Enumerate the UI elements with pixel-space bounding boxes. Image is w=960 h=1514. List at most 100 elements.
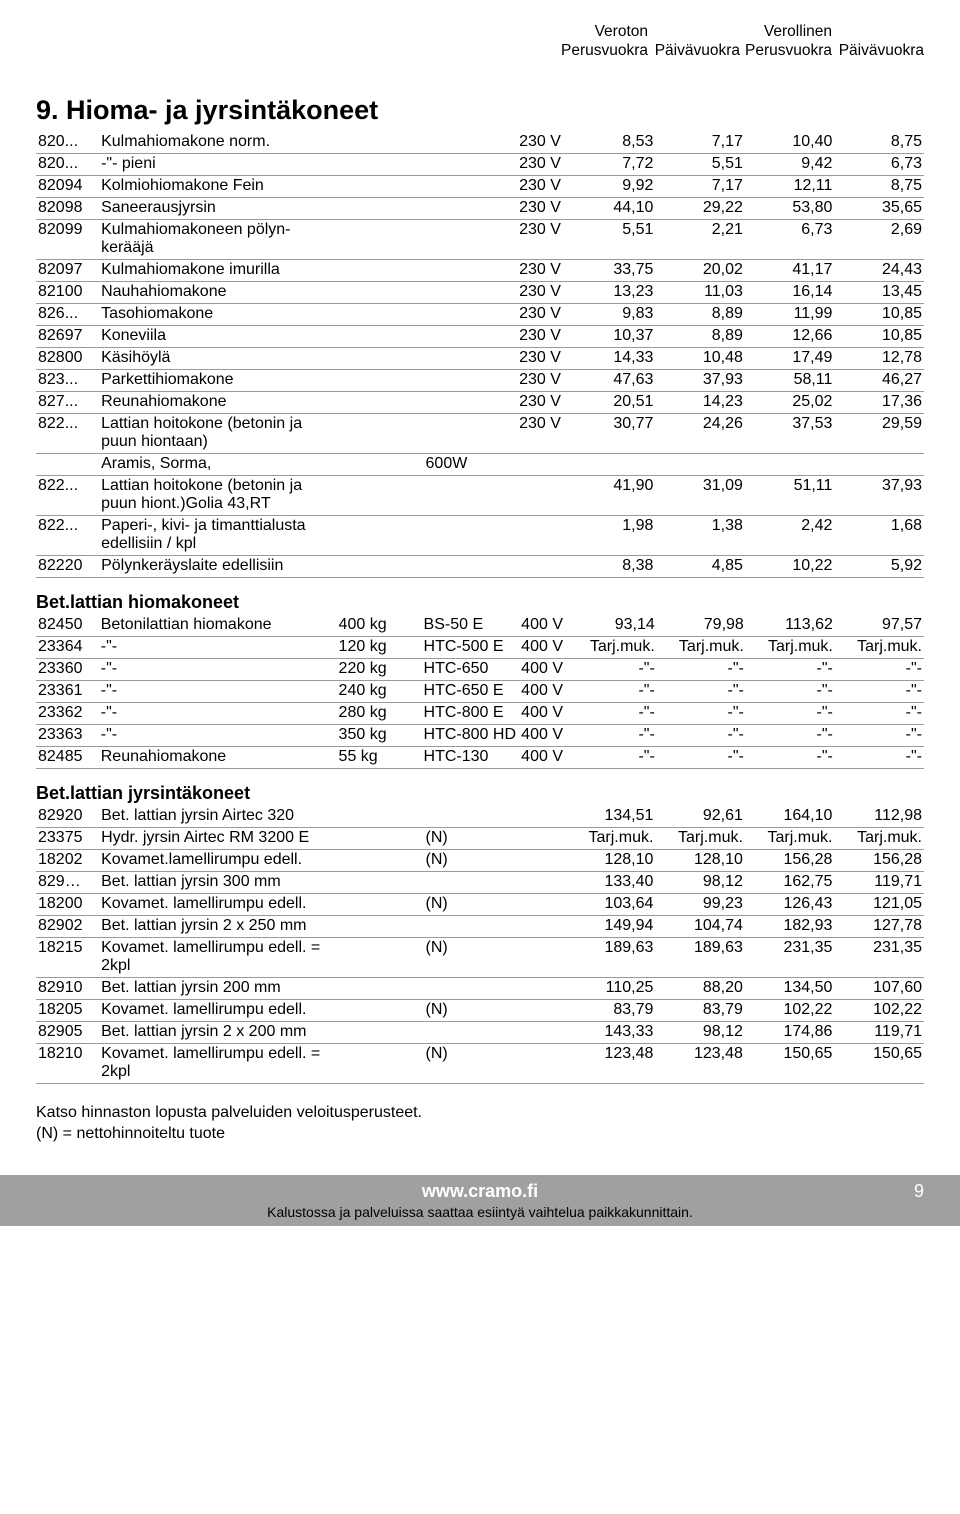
cell-verollinen-paivavuokra: -"- <box>835 702 924 724</box>
cell-description: Pölynkeräyslaite edellisiin <box>99 555 338 577</box>
cell-extra-1 <box>338 303 423 325</box>
header-group-2: Verollinen <box>740 22 832 41</box>
cell-voltage: 230 V <box>517 347 566 369</box>
cell-veroton-perusvuokra: 33,75 <box>566 259 656 281</box>
cell-verollinen-paivavuokra: 107,60 <box>834 977 924 999</box>
table-row: 18202Kovamet.lamellirumpu edell.(N)128,1… <box>36 849 924 871</box>
cell-extra-2 <box>424 197 518 219</box>
cell-voltage: 230 V <box>517 303 566 325</box>
cell-description: Kulmahiomakone norm. <box>99 132 338 154</box>
cell-description: Bet. lattian jyrsin Airtec 320 <box>99 806 338 828</box>
cell-voltage: 400 V <box>519 636 568 658</box>
cell-veroton-paivavuokra: 99,23 <box>655 893 745 915</box>
cell-veroton-paivavuokra: 8,89 <box>655 325 745 347</box>
cell-code: 23363 <box>36 724 99 746</box>
cell-veroton-perusvuokra: 149,94 <box>566 915 656 937</box>
cell-verollinen-perusvuokra: Tarj.muk. <box>746 636 835 658</box>
cell-extra-2: (N) <box>424 999 518 1021</box>
cell-description: Kovamet. lamellirumpu edell. <box>99 999 338 1021</box>
table-row: 18200Kovamet. lamellirumpu edell.(N)103,… <box>36 893 924 915</box>
cell-veroton-paivavuokra: 189,63 <box>655 937 745 977</box>
cell-extra-1 <box>338 153 423 175</box>
table-row: 82100Nauhahiomakone230 V13,2311,0316,141… <box>36 281 924 303</box>
cell-verollinen-perusvuokra: -"- <box>746 746 835 768</box>
cell-code: 23361 <box>36 680 99 702</box>
cell-extra-2 <box>424 806 518 828</box>
cell-verollinen-paivavuokra: 24,43 <box>834 259 924 281</box>
cell-verollinen-perusvuokra: 17,49 <box>745 347 835 369</box>
table-row: 82910Bet. lattian jyrsin 200 mm110,2588,… <box>36 977 924 999</box>
cell-code: 82920 <box>36 806 99 828</box>
cell-voltage <box>517 893 566 915</box>
cell-veroton-paivavuokra: -"- <box>657 658 746 680</box>
cell-extra-2 <box>424 915 518 937</box>
cell-extra-1 <box>338 827 423 849</box>
cell-verollinen-perusvuokra: 102,22 <box>745 999 835 1021</box>
cell-verollinen-paivavuokra: 6,73 <box>834 153 924 175</box>
table-row: 826...Tasohiomakone230 V9,838,8911,9910,… <box>36 303 924 325</box>
cell-voltage <box>517 806 566 828</box>
table-row: 82097Kulmahiomakone imurilla230 V33,7520… <box>36 259 924 281</box>
cell-voltage <box>517 977 566 999</box>
cell-verollinen-paivavuokra: 12,78 <box>834 347 924 369</box>
cell-extra-2: (N) <box>424 893 518 915</box>
cell-description: -"- <box>99 702 337 724</box>
cell-extra-1 <box>338 259 423 281</box>
cell-veroton-perusvuokra: 8,38 <box>566 555 656 577</box>
cell-veroton-paivavuokra: -"- <box>657 724 746 746</box>
header-perusvuokra-2: Perusvuokra <box>740 41 832 60</box>
cell-extra-2 <box>424 555 518 577</box>
cell-veroton-paivavuokra: 20,02 <box>655 259 745 281</box>
cell-extra-2 <box>424 413 518 453</box>
cell-veroton-paivavuokra: 98,12 <box>655 1021 745 1043</box>
cell-veroton-perusvuokra: 128,10 <box>566 849 656 871</box>
cell-extra-2 <box>424 475 518 515</box>
cell-veroton-paivavuokra: 7,17 <box>655 132 745 154</box>
cell-verollinen-paivavuokra: 29,59 <box>834 413 924 453</box>
cell-verollinen-perusvuokra: 10,40 <box>745 132 835 154</box>
cell-extra-1 <box>338 197 423 219</box>
subsection-title: Bet.lattian jyrsintäkoneet <box>36 783 924 804</box>
header-col-2: Päivävuokra <box>648 22 740 61</box>
cell-extra-2: HTC-800 HD <box>422 724 520 746</box>
cell-voltage: 400 V <box>519 724 568 746</box>
cell-verollinen-perusvuokra: 53,80 <box>745 197 835 219</box>
cell-description: -"- <box>99 724 337 746</box>
cell-extra-1 <box>338 175 423 197</box>
cell-verollinen-paivavuokra: -"- <box>835 746 924 768</box>
cell-verollinen-perusvuokra: 231,35 <box>745 937 835 977</box>
table-row: 82094Kolmiohiomakone Fein230 V9,927,1712… <box>36 175 924 197</box>
cell-extra-1 <box>338 555 423 577</box>
cell-extra-2 <box>424 303 518 325</box>
cell-verollinen-perusvuokra: 25,02 <box>745 391 835 413</box>
cell-verollinen-perusvuokra: -"- <box>746 680 835 702</box>
cell-description: Reunahiomakone <box>99 746 337 768</box>
cell-code: 18202 <box>36 849 99 871</box>
cell-veroton-perusvuokra: 9,92 <box>566 175 656 197</box>
cell-extra-1 <box>338 475 423 515</box>
table-row: 822...Paperi-, kivi- ja timanttialustaed… <box>36 515 924 555</box>
cell-verollinen-perusvuokra: 37,53 <box>745 413 835 453</box>
cell-veroton-paivavuokra: 5,51 <box>655 153 745 175</box>
table-row: 18210Kovamet. lamellirumpu edell. = 2kpl… <box>36 1043 924 1083</box>
table-row: 829…Bet. lattian jyrsin 300 mm133,4098,1… <box>36 871 924 893</box>
cell-veroton-paivavuokra: 2,21 <box>655 219 745 259</box>
cell-code: 18215 <box>36 937 99 977</box>
table-row: 23363-"-350 kgHTC-800 HD400 V-"--"--"--"… <box>36 724 924 746</box>
cell-verollinen-perusvuokra: 162,75 <box>745 871 835 893</box>
cell-veroton-paivavuokra: 37,93 <box>655 369 745 391</box>
table-row: 23375Hydr. jyrsin Airtec RM 3200 E(N)Tar… <box>36 827 924 849</box>
cell-code: 23375 <box>36 827 99 849</box>
cell-extra-1 <box>338 849 423 871</box>
cell-code: 820... <box>36 132 99 154</box>
cell-extra-2 <box>424 1021 518 1043</box>
cell-verollinen-paivavuokra: 231,35 <box>834 937 924 977</box>
cell-veroton-paivavuokra: 8,89 <box>655 303 745 325</box>
table-row: 823...Parkettihiomakone230 V47,6337,9358… <box>36 369 924 391</box>
cell-verollinen-perusvuokra <box>745 453 835 475</box>
cell-extra-1 <box>338 893 423 915</box>
cell-extra-1 <box>338 871 423 893</box>
cell-code: 23364 <box>36 636 99 658</box>
cell-verollinen-paivavuokra: 13,45 <box>834 281 924 303</box>
cell-extra-2 <box>424 281 518 303</box>
